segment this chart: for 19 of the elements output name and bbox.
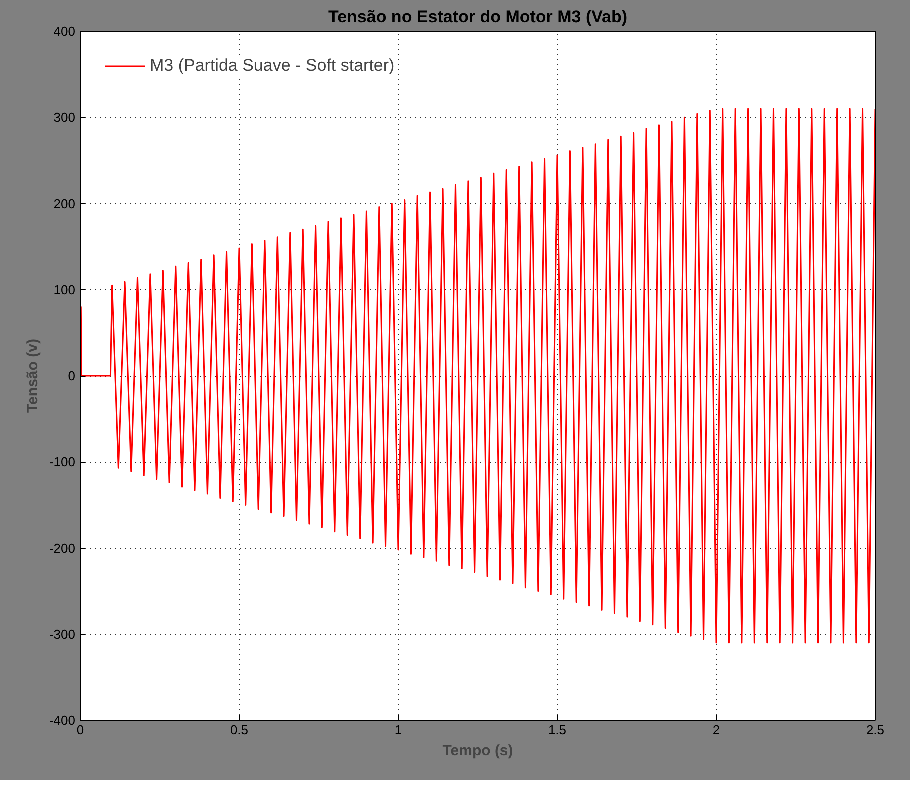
x-tick-label: 1.5 xyxy=(548,722,567,738)
x-axis-title: Tempo (s) xyxy=(442,742,514,760)
y-tick-label: -400 xyxy=(49,713,76,728)
y-axis-title: Tensão (v) xyxy=(24,339,42,413)
legend-label: M3 (Partida Suave - Soft starter) xyxy=(150,56,395,76)
y-tick-label: 200 xyxy=(54,196,76,212)
x-tick-label: 2 xyxy=(712,722,720,738)
y-tick-label: -200 xyxy=(49,540,76,556)
y-tick-label: 300 xyxy=(54,110,76,126)
line-series xyxy=(80,108,876,644)
chart-title: Tensão no Estator do Motor M3 (Vab) xyxy=(328,8,628,26)
y-tick-label: -300 xyxy=(49,626,76,642)
y-tick-label: 0 xyxy=(68,368,76,384)
x-tick-label: 1 xyxy=(394,722,402,738)
y-tick-label: 100 xyxy=(54,282,76,298)
y-tick-label: -100 xyxy=(49,454,76,470)
y-tick-label: 400 xyxy=(54,24,76,39)
x-tick-label: 0.5 xyxy=(230,722,249,738)
x-tick-label: 2.5 xyxy=(866,722,885,738)
